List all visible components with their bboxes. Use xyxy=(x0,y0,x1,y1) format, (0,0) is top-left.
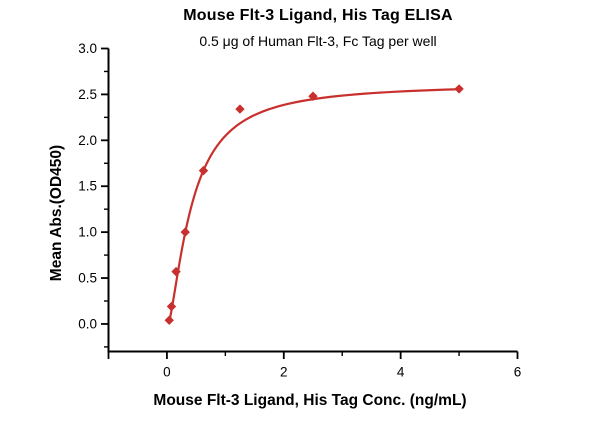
chart-subtitle: 0.5 μg of Human Flt-3, Fc Tag per well xyxy=(199,33,437,49)
data-point-marker xyxy=(198,165,209,176)
tick-marks xyxy=(101,47,519,359)
data-point-marker xyxy=(235,104,245,114)
y-tick-label: 3.0 xyxy=(78,41,97,56)
y-tick-label: 1.0 xyxy=(78,225,97,240)
x-tick-label: 0 xyxy=(163,365,171,380)
x-tick-label: 6 xyxy=(514,365,522,380)
x-axis-label: Mouse Flt-3 Ligand, His Tag Conc. (ng/mL… xyxy=(153,392,467,409)
data-point-marker xyxy=(171,266,181,277)
data-point-marker xyxy=(166,301,177,312)
x-tick-label: 4 xyxy=(397,365,405,380)
y-tick-label: 0.5 xyxy=(78,271,97,286)
data-point-marker xyxy=(180,227,190,237)
data-point-marker xyxy=(164,315,174,325)
x-tick-label: 2 xyxy=(280,365,288,380)
chart-title: Mouse Flt-3 Ligand, His Tag ELISA xyxy=(183,7,453,24)
y-tick-label: 2.5 xyxy=(78,87,97,102)
y-tick-label: 1.5 xyxy=(78,179,97,194)
fit-curve xyxy=(168,88,461,323)
data-points xyxy=(164,84,464,325)
data-point-marker xyxy=(454,84,464,94)
y-tick-label: 0.0 xyxy=(78,316,97,331)
y-tick-label: 2.0 xyxy=(78,133,97,148)
tick-labels: 0.0 0.5 1.0 1.5 2.0 2.5 3.0 0 2 4 6 xyxy=(78,41,521,380)
data-point-marker xyxy=(308,91,318,101)
